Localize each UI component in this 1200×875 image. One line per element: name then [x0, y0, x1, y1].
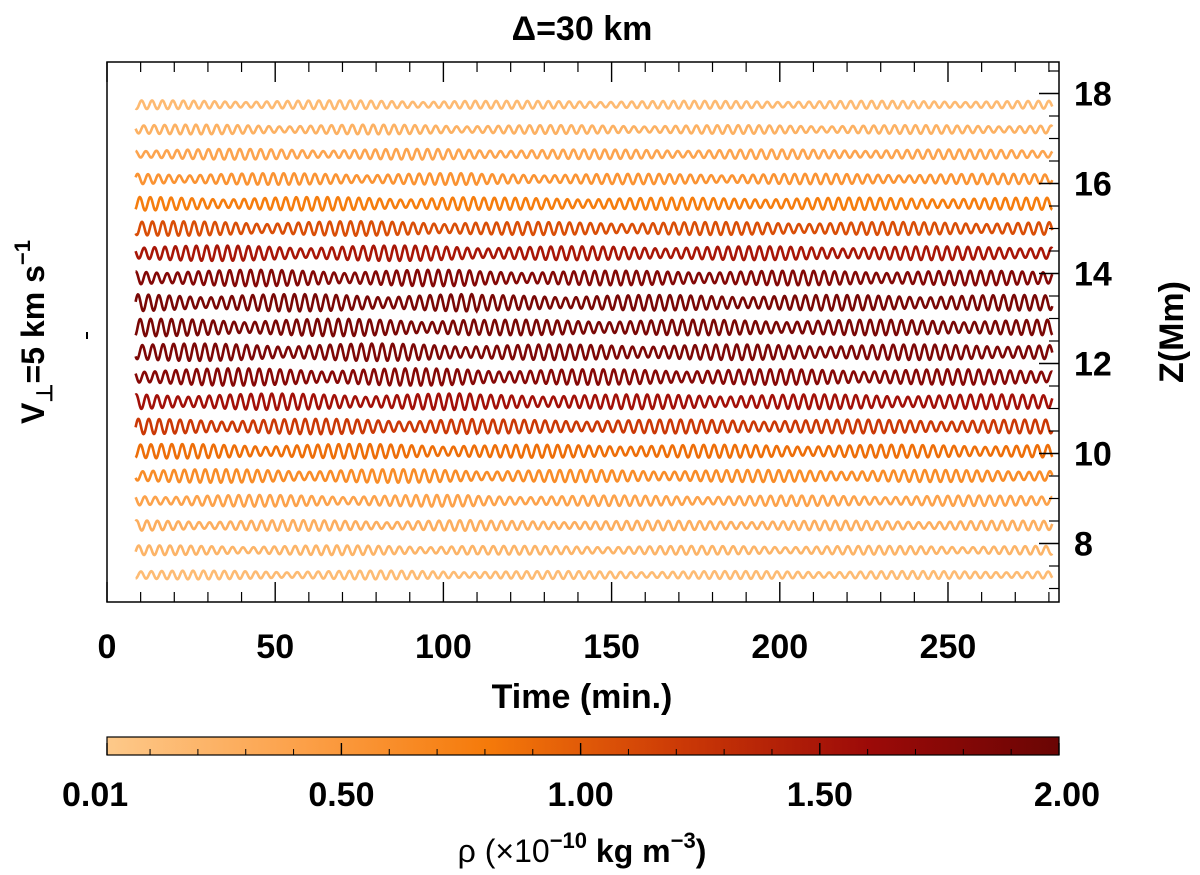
series-line-z-16_1	[134, 171, 1054, 187]
series-line-z-14_45	[134, 244, 1054, 263]
series-line-z-7_85	[134, 544, 1054, 557]
y-left-text: =5 km s	[15, 265, 51, 383]
y-tick-label: 10	[1074, 436, 1112, 474]
series-line-z-12_8	[134, 317, 1054, 338]
y-tick-label: 18	[1074, 76, 1112, 114]
y-axis-label-left: V⊥=5 km s−1	[10, 240, 57, 424]
cbar-tick-label: 1.50	[787, 776, 853, 814]
x-tick-label: 250	[920, 628, 977, 666]
series-line-z-8_95	[134, 493, 1053, 508]
colorbar-ticks: 0.01 0.50 1.00 1.50 2.00	[62, 743, 1100, 814]
series-line-z-11_7	[134, 366, 1053, 388]
x-tick-label: 200	[751, 628, 808, 666]
series-line-z-13_35	[134, 292, 1054, 314]
series-line-z-17_2	[134, 123, 1054, 136]
x-axis-ticks: 0 50 100 150 200 250	[98, 62, 1050, 666]
series-line-z-15	[134, 219, 1054, 238]
series-line-z-12_25	[134, 342, 1054, 363]
x-tick-label: 100	[415, 628, 472, 666]
cbar-tick-label: 1.00	[548, 776, 614, 814]
plot-frame	[106, 61, 1060, 603]
series-line-z-10_6	[134, 417, 1054, 436]
cbar-label-sup1: −10	[550, 828, 587, 853]
series-group	[134, 99, 1054, 581]
colorbar-label: ρ (×10−10 kg m−3)	[458, 828, 707, 869]
y-tick-label: 14	[1074, 256, 1112, 294]
y-tick-label: 12	[1074, 346, 1112, 384]
cbar-label-a: ρ (×10	[458, 833, 550, 869]
cbar-label-sup2: −3	[671, 828, 696, 853]
cbar-tick-label: 0.01	[62, 776, 128, 814]
y-left-base: V	[15, 402, 51, 424]
cbar-label-end: )	[696, 833, 707, 869]
series-line-z-13_9	[135, 268, 1054, 288]
series-line-z-10_05	[134, 442, 1054, 460]
cbar-tick-label: 2.00	[1034, 776, 1100, 814]
series-line-z-15_55	[134, 195, 1053, 212]
series-line-z-9_5	[134, 467, 1054, 485]
x-tick-label: 50	[256, 628, 294, 666]
y-axis-label-right: Z(Mm)	[1153, 281, 1191, 383]
series-line-z-17_75	[134, 99, 1054, 111]
y-tick-label: 8	[1074, 526, 1093, 564]
y-left-sub: ⊥	[32, 383, 57, 402]
series-line-z-16_65	[135, 147, 1054, 161]
series-line-z-7_3	[135, 569, 1054, 581]
y-tick-label: 16	[1074, 166, 1112, 204]
x-tick-label: 150	[583, 628, 640, 666]
cbar-label-mid: kg m	[587, 833, 671, 869]
series-line-z-11_15	[134, 392, 1054, 412]
colorbar-bar	[106, 736, 1060, 756]
series-line-z-8_4	[134, 518, 1054, 533]
cbar-tick-label: 0.50	[308, 776, 374, 814]
y-left-sup: −1	[10, 240, 35, 265]
chart-title: Δ=30 km	[512, 10, 653, 48]
x-tick-label: 0	[98, 628, 117, 666]
y-axis-ticks: 8 10 12 14 16 18	[1039, 70, 1112, 590]
x-axis-label: Time (min.)	[492, 678, 673, 716]
